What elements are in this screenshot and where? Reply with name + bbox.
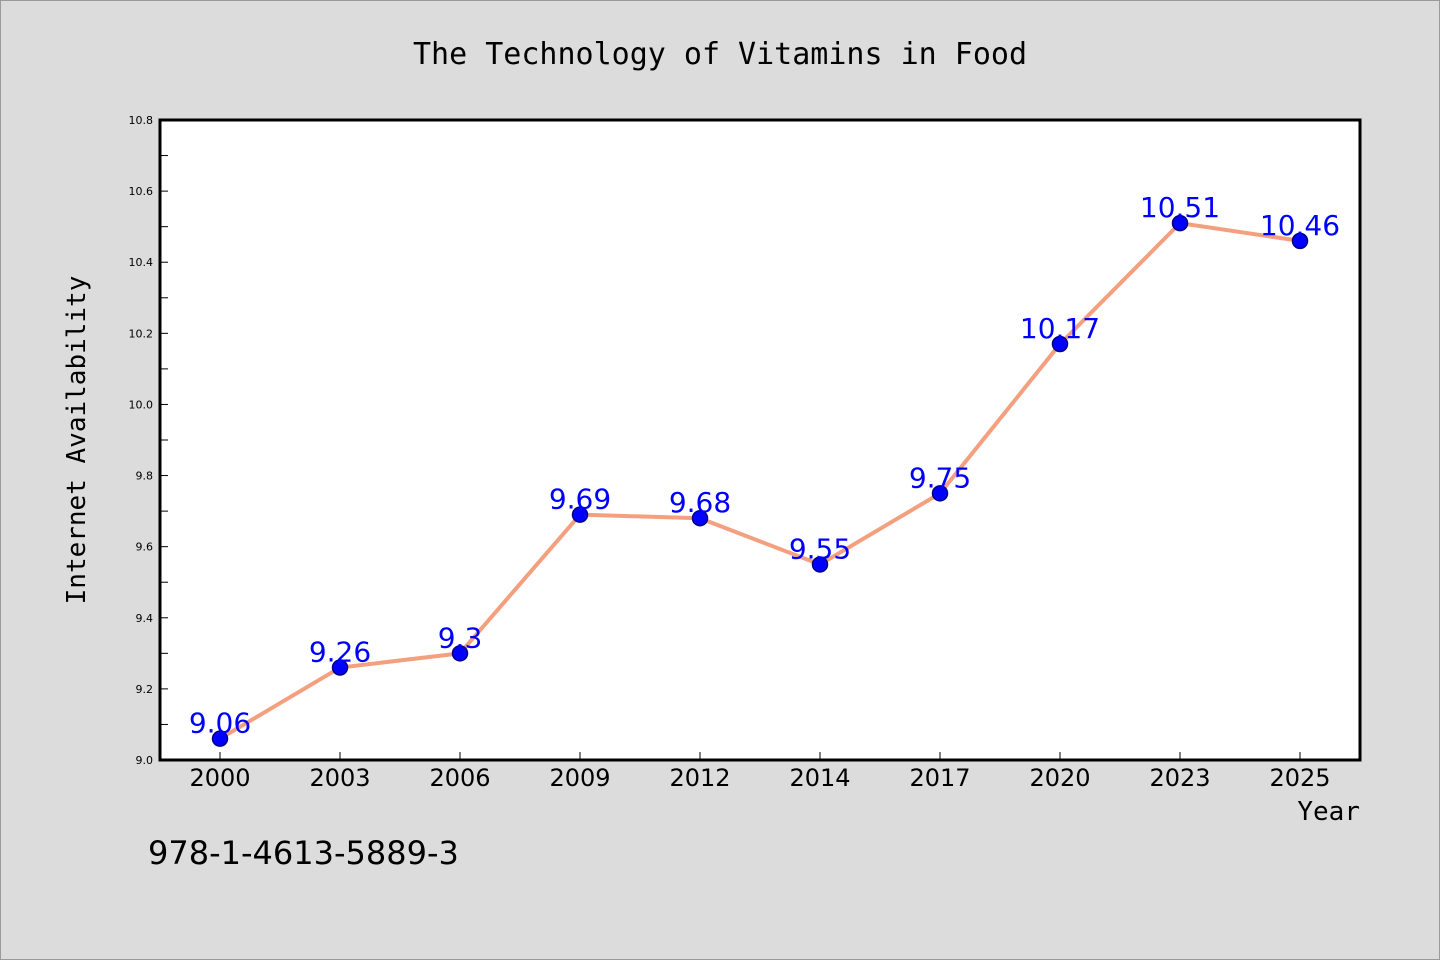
y-tick-label: 9.2	[136, 683, 154, 696]
data-label: 9.69	[549, 483, 611, 516]
data-point	[451, 645, 469, 662]
x-tick-label: 2009	[549, 764, 610, 792]
isbn-annotation: 978-1-4613-5889-3	[148, 834, 459, 872]
x-tick-label: 2017	[909, 764, 970, 792]
data-point	[811, 556, 829, 573]
y-tick-label: 9.8	[136, 470, 154, 483]
y-axis: 9.0 9.2 9.4 9.6 9.8 10.0 10.2 10.4 10.6 10.8	[129, 114, 168, 767]
plot-frame	[158, 118, 1362, 762]
y-tick-label: 10.0	[129, 398, 154, 411]
data-label: 9.26	[309, 636, 371, 669]
y-tick-label: 9.4	[136, 612, 154, 625]
y-tick-label: 9.0	[136, 754, 154, 767]
data-label: 9.75	[909, 461, 971, 494]
x-tick-label: 2023	[1149, 764, 1210, 792]
x-tick-label: 2020	[1029, 764, 1090, 792]
y-axis-label: Internet Availability	[62, 276, 92, 605]
data-point	[931, 485, 949, 502]
y-tick-label: 10.4	[129, 256, 154, 269]
x-axis: 2000 2003 2006 2009 2012 2014 2017 2020 2023 2025	[189, 752, 1331, 792]
data-point	[331, 659, 349, 676]
data-point	[211, 730, 229, 747]
x-tick-label: 2000	[189, 764, 250, 792]
data-label: 10.46	[1260, 209, 1340, 242]
data-label: 9.3	[438, 621, 483, 654]
data-label: 9.06	[189, 707, 251, 740]
x-axis-label: Year	[1297, 797, 1360, 827]
series-markers	[211, 214, 1309, 747]
y-tick-label: 10.6	[129, 185, 154, 198]
y-tick-label: 10.8	[129, 114, 154, 127]
x-tick-label: 2006	[429, 764, 490, 792]
y-tick-label: 9.6	[136, 541, 154, 554]
data-point	[571, 506, 589, 523]
data-label: 9.68	[669, 486, 731, 519]
chart-title: The Technology of Vitamins in Food	[413, 37, 1027, 72]
data-point	[1171, 214, 1189, 232]
series-line	[218, 221, 1301, 741]
data-label: 10.17	[1020, 312, 1100, 345]
data-labels: 9.06 9.26 9.3 9.69 9.68 9.55 9.75 10.17 10.51 10.…	[189, 191, 1340, 740]
x-tick-label: 2012	[669, 764, 730, 792]
data-point	[691, 509, 709, 527]
y-tick-label: 10.2	[129, 327, 154, 340]
plot-area	[160, 120, 1360, 760]
x-tick-label: 2003	[309, 764, 370, 792]
data-point	[1051, 335, 1069, 353]
data-label: 9.55	[789, 532, 851, 565]
data-label: 10.51	[1140, 191, 1220, 224]
x-tick-label: 2014	[789, 764, 850, 792]
x-tick-label: 2025	[1269, 764, 1330, 792]
data-point	[1291, 232, 1309, 250]
